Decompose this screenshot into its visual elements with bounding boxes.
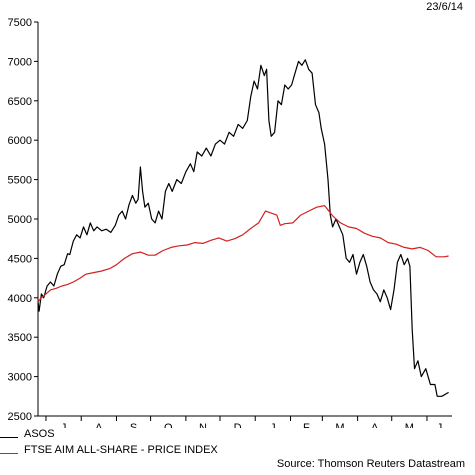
x-tick-label: O xyxy=(164,422,173,428)
series-line-ftse-aim xyxy=(37,205,449,303)
line-chart: 2500 3000 3500 4000 4500 5000 5500 6000 6500 7000… xyxy=(8,17,452,428)
x-tick-label: F xyxy=(303,422,310,428)
x-tick-label: S xyxy=(130,422,137,428)
y-tick-label: 7500 xyxy=(8,17,32,29)
chart-series xyxy=(37,59,449,397)
x-tick-label: M xyxy=(335,422,344,428)
y-tick-label: 6000 xyxy=(8,135,32,147)
y-tick-label: 5000 xyxy=(8,214,32,226)
y-tick-label: 6500 xyxy=(8,96,32,108)
x-tick-label: J xyxy=(437,422,443,428)
x-tick-label: J xyxy=(61,422,67,428)
x-tick-label: J xyxy=(270,422,276,428)
x-tick-label: A xyxy=(95,422,103,428)
y-tick-label: 5500 xyxy=(8,175,32,187)
source-note: Source: Thomson Reuters Datastream xyxy=(276,458,465,470)
y-tick-label: 3000 xyxy=(8,372,32,384)
legend-swatch-ftse-aim xyxy=(0,453,18,454)
x-tick-label: N xyxy=(199,422,207,428)
legend-label-ftse-aim: FTSE AIM ALL-SHARE - PRICE INDEX xyxy=(24,444,218,456)
x-tick-label: M xyxy=(405,422,414,428)
chart-axes: 2500 3000 3500 4000 4500 5000 5500 6000 6500 7000… xyxy=(8,17,452,428)
series-line-asos xyxy=(37,59,449,397)
legend: ASOS FTSE AIM ALL-SHARE - PRICE INDEX xyxy=(0,428,475,475)
y-tick-label: 4500 xyxy=(8,253,32,265)
x-tick-label: A xyxy=(371,422,379,428)
y-tick-label: 7000 xyxy=(8,56,32,68)
y-tick-label: 4000 xyxy=(8,293,32,305)
x-tick-label: D xyxy=(234,422,242,428)
y-tick-label: 2500 xyxy=(8,411,32,423)
y-tick-label: 3500 xyxy=(8,332,32,344)
legend-label-asos: ASOS xyxy=(24,428,55,440)
legend-swatch-asos xyxy=(0,437,18,438)
date-stamp: 23/6/14 xyxy=(426,1,463,13)
